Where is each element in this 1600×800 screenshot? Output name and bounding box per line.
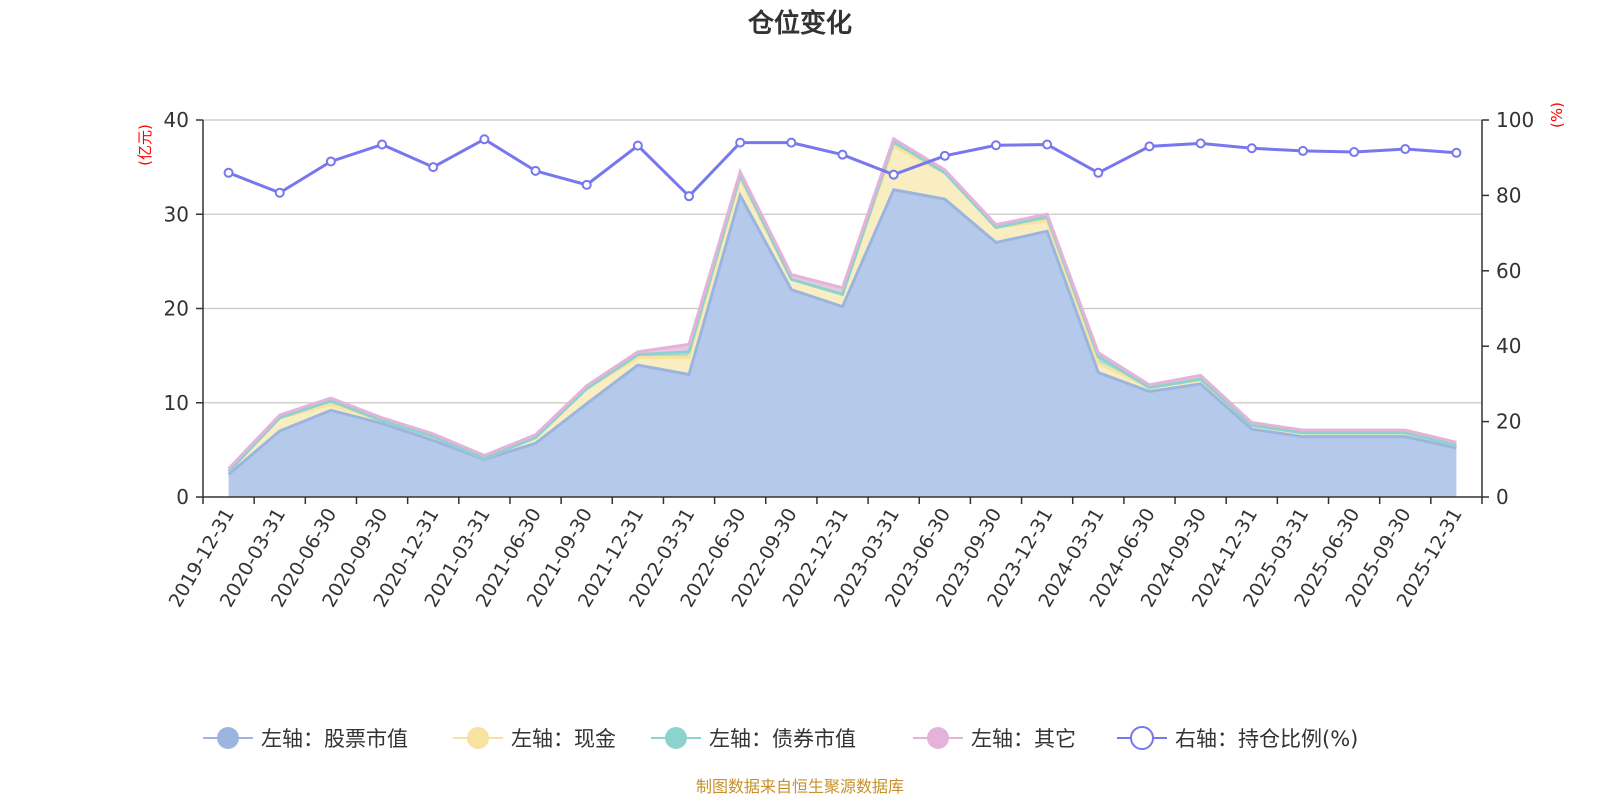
- right-tick-label: 80: [1496, 183, 1521, 207]
- legend-label: 右轴：持仓比例(%): [1175, 727, 1358, 751]
- right-tick-label: 40: [1496, 334, 1521, 358]
- ratio-point: [1093, 167, 1104, 178]
- ratio-point: [581, 179, 592, 190]
- legend-marker: [217, 727, 239, 749]
- ratio-point: [530, 165, 541, 176]
- ratio-line: [228, 137, 1457, 199]
- legend-marker: [927, 727, 949, 749]
- right-tick-label: 60: [1496, 259, 1521, 283]
- ratio-point: [1297, 145, 1308, 156]
- ratio-point: [1349, 147, 1360, 158]
- left-tick-label: 30: [164, 202, 189, 226]
- ratio-point: [888, 169, 899, 180]
- right-axis-unit: (%): [1548, 102, 1566, 128]
- legend-item-3: 左轴：其它: [913, 727, 1076, 751]
- ratio-point: [837, 149, 848, 160]
- legend-item-0: 左轴：股票市值: [203, 727, 408, 751]
- ratio-line-series: [223, 134, 1462, 202]
- area-line-0: [227, 188, 1457, 476]
- legend-label: 左轴：现金: [511, 727, 616, 751]
- data-source-note: 制图数据来自恒生聚源数据库: [696, 777, 904, 796]
- chart-title: 仓位变化: [747, 8, 852, 39]
- left-tick-label: 0: [176, 485, 189, 509]
- legend-label: 左轴：债券市值: [709, 727, 856, 751]
- ratio-point: [990, 140, 1001, 151]
- legend-label: 左轴：股票市值: [261, 727, 408, 751]
- legend-item-2: 左轴：债券市值: [651, 727, 856, 751]
- ratio-point: [735, 137, 746, 148]
- area-line-2: [227, 139, 1457, 473]
- ratio-point: [377, 139, 388, 150]
- left-tick-label: 20: [164, 297, 189, 321]
- ratio-point: [428, 162, 439, 173]
- ratio-point: [632, 140, 643, 151]
- legend-marker: [665, 727, 687, 749]
- area-0: [228, 189, 1457, 497]
- left-axis-unit: (亿元): [136, 124, 154, 166]
- legend-label: 左轴：其它: [971, 727, 1076, 751]
- ratio-point: [1451, 147, 1462, 158]
- ratio-point: [939, 150, 950, 161]
- ratio-point: [1400, 144, 1411, 155]
- ratio-point: [684, 191, 695, 202]
- ratio-point: [274, 187, 285, 198]
- legend-item-1: 左轴：现金: [453, 727, 616, 751]
- right-tick-label: 0: [1496, 485, 1509, 509]
- ratio-point: [1144, 141, 1155, 152]
- legend: 左轴：股票市值 左轴：现金 左轴：债券市值 左轴：其它 右轴：持仓比例(%): [203, 726, 1358, 751]
- ratio-point: [1246, 143, 1257, 154]
- legend-marker: [467, 727, 489, 749]
- right-tick-label: 20: [1496, 410, 1521, 434]
- area-series: [227, 136, 1457, 497]
- ratio-point: [223, 167, 234, 178]
- left-tick-label: 40: [164, 108, 189, 132]
- legend-marker: [1130, 726, 1154, 750]
- ratio-point: [1195, 138, 1206, 149]
- ratio-point: [325, 156, 336, 167]
- legend-item-4: 右轴：持仓比例(%): [1117, 726, 1358, 751]
- ratio-point: [479, 134, 490, 145]
- ratio-point: [1042, 139, 1053, 150]
- area-line-3: [227, 136, 1457, 470]
- left-tick-label: 10: [164, 391, 189, 415]
- ratio-point: [786, 137, 797, 148]
- right-tick-label: 100: [1496, 108, 1534, 132]
